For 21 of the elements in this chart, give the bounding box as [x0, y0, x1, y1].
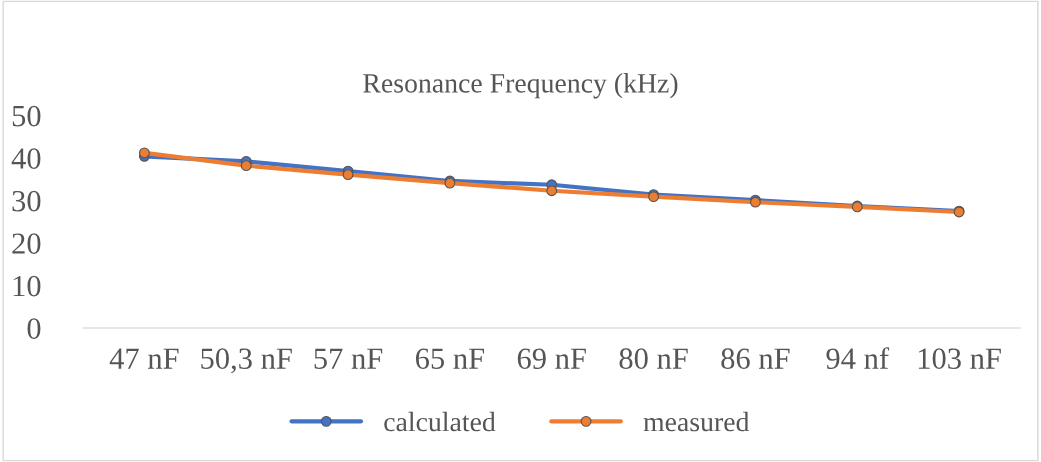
- chart-title: Resonance Frequency (kHz): [363, 73, 678, 99]
- y-tick-label: 10: [13, 275, 41, 297]
- legend-label: calculated: [384, 411, 496, 432]
- x-tick-label: 103 nF: [918, 348, 1001, 369]
- y-tick-label: 30: [12, 190, 41, 212]
- x-tick-label: 69 nF: [517, 348, 586, 369]
- point: [546, 185, 558, 197]
- point: [240, 160, 252, 172]
- x-tick-label: 50,3 nF: [201, 348, 292, 374]
- y-tick-label: 50: [12, 105, 41, 127]
- x-tick-label: 57 nF: [314, 348, 383, 369]
- y-tick-label: 0: [27, 318, 41, 339]
- legend-label: measured: [643, 411, 750, 432]
- x-tick-label: 47 nF: [109, 348, 179, 369]
- x-tick-label: 80 nF: [619, 348, 688, 369]
- point: [342, 169, 354, 180]
- y-tick-label: 20: [12, 233, 41, 254]
- x-tick-label: 94 nf: [826, 347, 890, 369]
- x-tick-label: 86 nF: [721, 348, 790, 369]
- x-tick-label: 65 nF: [415, 348, 485, 369]
- y-tick-label: 40: [11, 148, 41, 169]
